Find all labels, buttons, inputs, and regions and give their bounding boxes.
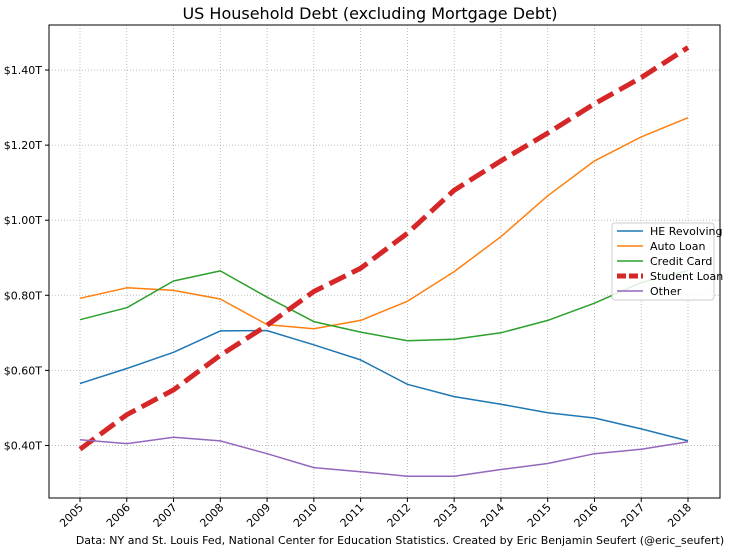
legend-label: Student Loan — [650, 270, 723, 283]
x-tick-label: 2016 — [572, 501, 601, 530]
x-tick-label: 2017 — [618, 501, 647, 530]
y-tick-label: $0.80T — [4, 289, 42, 302]
x-tick-label: 2008 — [197, 501, 226, 530]
x-tick-label: 2009 — [244, 501, 273, 530]
chart-title: US Household Debt (excluding Mortgage De… — [182, 4, 557, 23]
series-line-student-loan — [78, 45, 690, 452]
series-lines — [78, 45, 690, 477]
x-tick-label: 2005 — [57, 501, 86, 530]
legend-label: Credit Card — [650, 255, 712, 268]
x-tick-label: 2010 — [291, 501, 320, 530]
series-line-credit-card — [79, 269, 689, 342]
y-tick-label: $1.20T — [4, 139, 42, 152]
x-tick-label: 2006 — [104, 501, 133, 530]
x-tick-label: 2014 — [478, 501, 507, 530]
x-tick-label: 2011 — [338, 501, 367, 530]
legend-label: HE Revolving — [650, 225, 722, 238]
legend-label: Other — [650, 285, 682, 298]
x-tick-label: 2013 — [431, 501, 460, 530]
x-axis: 2005 2006 2007 2008 2009 2010 2011 2012 2013 2014… — [57, 498, 694, 530]
y-axis: $0.40T $0.60T $0.80T $1.00T $1.20T $1.40T — [4, 64, 49, 452]
plot-area-frame — [48, 24, 721, 499]
x-tick-label: 2015 — [525, 501, 554, 530]
series-line-auto-loan — [79, 117, 689, 330]
legend: HE Revolving Auto Loan Credit Card Student … — [611, 222, 723, 301]
legend-label: Auto Loan — [650, 240, 705, 253]
y-tick-label: $0.40T — [4, 439, 42, 452]
y-tick-label: $0.60T — [4, 364, 42, 377]
chart-caption: Data: NY and St. Louis Fed, National Cen… — [76, 534, 724, 547]
legend-box — [611, 222, 715, 301]
x-tick-label: 2018 — [665, 501, 694, 530]
series-line-he-revolving — [79, 329, 689, 442]
x-tick-label: 2012 — [385, 501, 414, 530]
y-tick-label: $1.40T — [4, 64, 42, 77]
grid-lines — [49, 25, 720, 498]
y-tick-label: $1.00T — [4, 214, 42, 227]
x-tick-label: 2007 — [151, 501, 180, 530]
series-line-other — [79, 436, 689, 477]
